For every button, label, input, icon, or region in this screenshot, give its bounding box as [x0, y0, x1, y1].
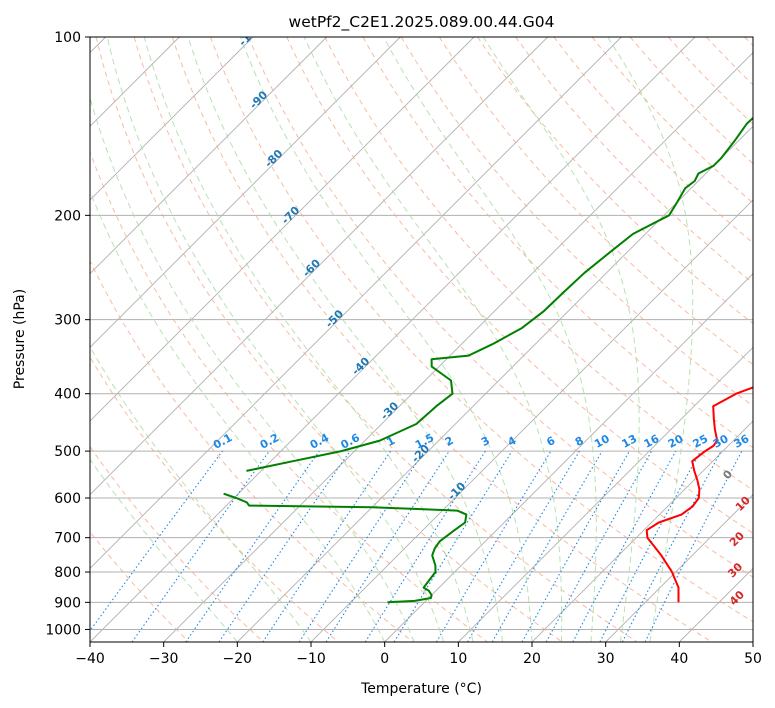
x-tick-label: 50	[744, 651, 762, 667]
axis-layer: −40 −30 −20 −10 0 10 20 30 40 50 100 200 300 400 500 60…	[45, 30, 762, 667]
x-tick-label: 20	[523, 651, 541, 667]
mixing-ratio-line	[644, 450, 743, 642]
dry-adiabat-line	[400, 37, 753, 407]
isotherm-line	[384, 273, 753, 642]
x-tick-label: −10	[296, 651, 326, 667]
dry-adiabat-line	[477, 37, 753, 325]
moist-adiabat-line	[383, 37, 597, 642]
dry-adiabat-label: -100	[236, 20, 265, 49]
moist-adiabat-line	[90, 458, 238, 642]
moist-adiabat-line	[106, 37, 445, 642]
dry-adiabat-line	[90, 531, 190, 642]
isotherm-line	[90, 37, 622, 569]
mixing-ratio-label: 13	[620, 432, 640, 451]
moist-adiabat-line	[303, 37, 563, 642]
moist-adiabat-line	[143, 37, 474, 642]
y-tick-label: 1000	[45, 622, 81, 638]
chart-title: wetPf2_C2E1.2025.089.00.44.G04	[289, 13, 555, 32]
dry-adiabat-line	[171, 37, 712, 642]
dry-adiabat-line	[629, 37, 753, 165]
dry-adiabat-line	[210, 37, 753, 623]
isotherm-line	[90, 37, 548, 496]
mixing-ratio-line	[90, 450, 223, 632]
dewpoint-trace	[246, 116, 753, 472]
x-axis-label: Temperature (°C)	[360, 681, 482, 697]
mixing-ratio-line	[262, 450, 392, 642]
isotherm-line	[90, 37, 475, 422]
dry-adiabat-line	[90, 259, 414, 642]
mixing-ratio-line	[185, 450, 320, 642]
mixing-ratio-label: 10	[592, 432, 612, 451]
isotherm-line	[605, 494, 753, 642]
y-tick-label: 800	[54, 565, 81, 581]
y-axis-label: Pressure (hPa)	[12, 289, 28, 389]
dry-adiabat-line	[438, 37, 753, 366]
moist-adiabat-line	[239, 37, 533, 642]
mixing-ratio-line	[393, 450, 513, 642]
temperature-trace	[645, 386, 753, 603]
mixing-ratio-line	[325, 450, 450, 642]
dry-adiabat-line	[324, 37, 753, 491]
moist-adiabat-line	[482, 37, 640, 642]
dewpoint-trace-lower	[223, 492, 468, 604]
y-tick-label: 200	[54, 208, 81, 224]
moist-adiabat-line	[90, 345, 312, 642]
mixing-ratio-line	[521, 450, 630, 642]
mixing-ratio-label: 25	[691, 432, 711, 451]
isotherm-line	[90, 37, 327, 275]
isotherm-line	[90, 37, 696, 642]
mixing-ratio-line	[572, 450, 677, 642]
moist-adiabat-line	[607, 37, 694, 642]
x-tick-label: −30	[149, 651, 179, 667]
moist-adiabat-line	[90, 189, 386, 642]
y-tick-label: 700	[54, 531, 81, 547]
x-tick-label: 30	[597, 651, 615, 667]
x-tick-label: 0	[380, 651, 389, 667]
mixing-ratio-line	[545, 450, 653, 642]
isotherm-line	[163, 52, 753, 642]
dry-adiabat-line	[90, 445, 264, 642]
mixing-ratio-label: 30	[711, 432, 731, 451]
y-tick-label: 600	[54, 491, 81, 507]
mixing-ratio-label: 20	[666, 432, 686, 451]
mixing-ratio-line	[131, 450, 270, 642]
isotherm-line	[310, 199, 753, 642]
dry-adiabat-line	[515, 37, 753, 284]
mixing-ratio-line	[298, 450, 425, 642]
isotherm-line	[531, 420, 753, 642]
y-tick-label: 500	[54, 444, 81, 460]
mixing-ratio-label: 36	[732, 432, 752, 451]
dry-adiabat-line	[362, 37, 753, 449]
moist-adiabat-line	[187, 37, 503, 642]
isotherm-line	[90, 37, 254, 201]
y-tick-label: 100	[54, 30, 81, 46]
plot-frame	[89, 36, 754, 643]
x-tick-label: 40	[670, 651, 688, 667]
trace-layer	[223, 116, 753, 604]
y-tick-label: 900	[54, 595, 81, 611]
moist-adiabat-line	[90, 96, 415, 642]
x-tick-label: 10	[449, 651, 467, 667]
mixing-ratio-label: 16	[642, 432, 662, 451]
dry-adiabat-line	[591, 37, 753, 204]
grid-layer	[90, 37, 753, 642]
mixing-ratio-line	[218, 450, 351, 642]
x-tick-label: −40	[75, 651, 105, 667]
isotherm-line	[237, 125, 753, 642]
isotherm-line	[90, 37, 401, 348]
dry-adiabat-line	[248, 37, 753, 578]
dry-adiabat-line	[133, 37, 638, 642]
y-tick-label: 300	[54, 313, 81, 329]
y-tick-label: 400	[54, 387, 81, 403]
x-tick-label: −20	[223, 651, 253, 667]
